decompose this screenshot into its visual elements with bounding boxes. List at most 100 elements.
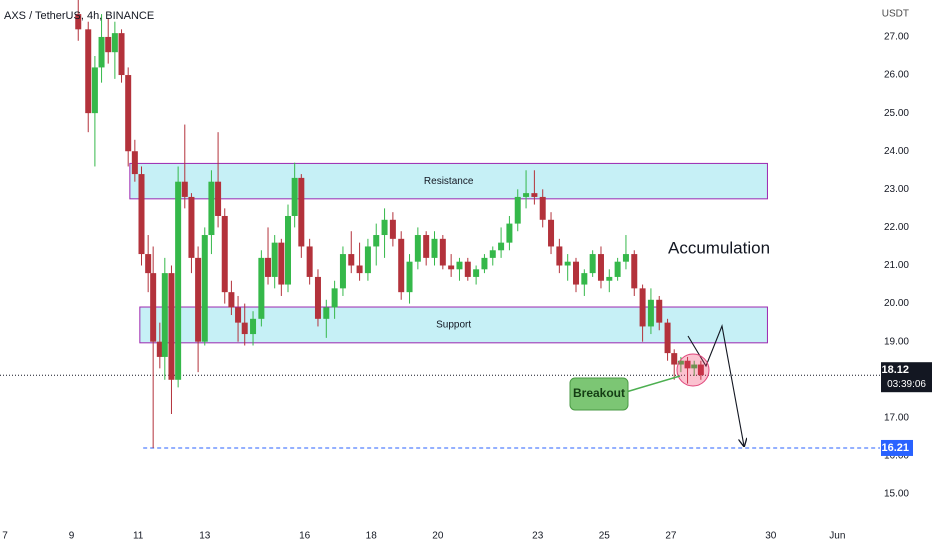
breakout-circle [676, 353, 710, 387]
candle-body [348, 254, 355, 266]
candle-body [489, 250, 496, 258]
candle-body [671, 353, 678, 365]
x-tick-label: 11 [133, 531, 144, 542]
y-tick-label: 17.00 [884, 413, 909, 424]
candle-body [98, 36, 105, 68]
candle-body [125, 75, 132, 152]
zone-label: Support [436, 320, 471, 331]
candle-body [91, 67, 98, 114]
price-zone [129, 162, 768, 200]
x-tick-label: 16 [299, 531, 311, 542]
candle-body [639, 288, 646, 327]
x-tick-label: 9 [69, 531, 75, 542]
candle-body [481, 257, 488, 270]
candle-body [448, 265, 455, 270]
candle-body [331, 288, 338, 308]
projection-arrow [687, 324, 744, 446]
candle-body [406, 261, 413, 293]
candle-body [271, 242, 278, 277]
candle-body [278, 242, 285, 285]
candle-body [168, 273, 175, 380]
y-tick-label: 21.00 [884, 260, 909, 271]
last-price-label: 18.12 [881, 364, 909, 376]
candle-body [298, 177, 305, 247]
candle-body [265, 257, 272, 277]
candle-body [506, 223, 513, 243]
candle-body [414, 235, 421, 262]
candle-body [514, 196, 521, 224]
candle-body [356, 265, 363, 274]
candle-body [201, 235, 208, 342]
x-tick-label: 27 [665, 531, 677, 542]
x-tick-label: 30 [765, 531, 777, 542]
candle-body [573, 261, 580, 285]
accumulation-label: Accumulation [668, 238, 770, 257]
candle-body [131, 151, 138, 175]
callout-pointer [625, 375, 681, 393]
x-tick-label: 25 [599, 531, 611, 542]
candle-body [556, 246, 563, 266]
candle-body [306, 246, 313, 277]
candle-body [188, 196, 195, 258]
candle-body [464, 261, 471, 277]
y-tick-label: 27.00 [884, 32, 909, 43]
candle-body [235, 307, 242, 323]
candle-body [664, 322, 671, 354]
candle-body [531, 193, 538, 197]
candle-body [241, 322, 248, 335]
candle-body [473, 269, 480, 277]
y-tick-label: 23.00 [884, 184, 909, 195]
candle-body [323, 307, 330, 319]
candle-body [138, 174, 145, 255]
y-unit: USDT [882, 9, 909, 20]
x-tick-label: Jun [829, 531, 845, 542]
x-tick-label: 7 [2, 531, 8, 542]
candle-body [398, 238, 405, 293]
candle-body [656, 299, 663, 323]
breakout-label: Breakout [573, 386, 625, 400]
candle-body [215, 181, 222, 216]
candle-body [631, 254, 638, 289]
candles-layer [75, 0, 704, 448]
countdown-label: 03:39:06 [887, 379, 926, 390]
candle-body [606, 276, 613, 281]
chart-title: AXS / TetherUS, 4h, BINANCE [4, 10, 154, 22]
candle-body [684, 360, 691, 369]
candle-body [597, 254, 604, 281]
candle-body [258, 257, 265, 319]
candle-body [291, 177, 298, 216]
candle-body [145, 254, 152, 274]
y-tick-label: 15.00 [884, 489, 909, 500]
y-tick-label: 25.00 [884, 108, 909, 119]
candle-body [381, 219, 388, 236]
candle-body [373, 235, 380, 247]
x-tick-label: 23 [532, 531, 544, 542]
candle-body [250, 318, 257, 335]
candle-body [161, 273, 168, 357]
candle-body [181, 181, 188, 197]
candle-body [208, 181, 215, 236]
candle-body [364, 246, 371, 274]
candle-body [431, 238, 438, 258]
zone-label: Resistance [424, 176, 474, 187]
candle-body [691, 364, 698, 369]
candle-body [423, 235, 430, 258]
candle-body [228, 292, 235, 308]
y-tick-label: 16.00 [884, 451, 909, 462]
target-label: 16.21 [881, 442, 909, 454]
candle-body [75, 14, 82, 30]
candle-body [539, 196, 546, 220]
candle-body [314, 276, 321, 319]
candle-body [105, 36, 112, 53]
y-tick-label: 22.00 [884, 222, 909, 233]
candle-body [439, 238, 446, 266]
candle-body [150, 273, 157, 342]
candle-body [339, 254, 346, 289]
candle-body [647, 299, 654, 327]
target-badge [881, 439, 913, 456]
axes-layer: 15.0016.0017.0018.0019.0020.0021.0022.00… [2, 32, 932, 542]
candle-body [221, 215, 228, 293]
candle-body [85, 29, 92, 114]
candle-body [118, 33, 125, 76]
